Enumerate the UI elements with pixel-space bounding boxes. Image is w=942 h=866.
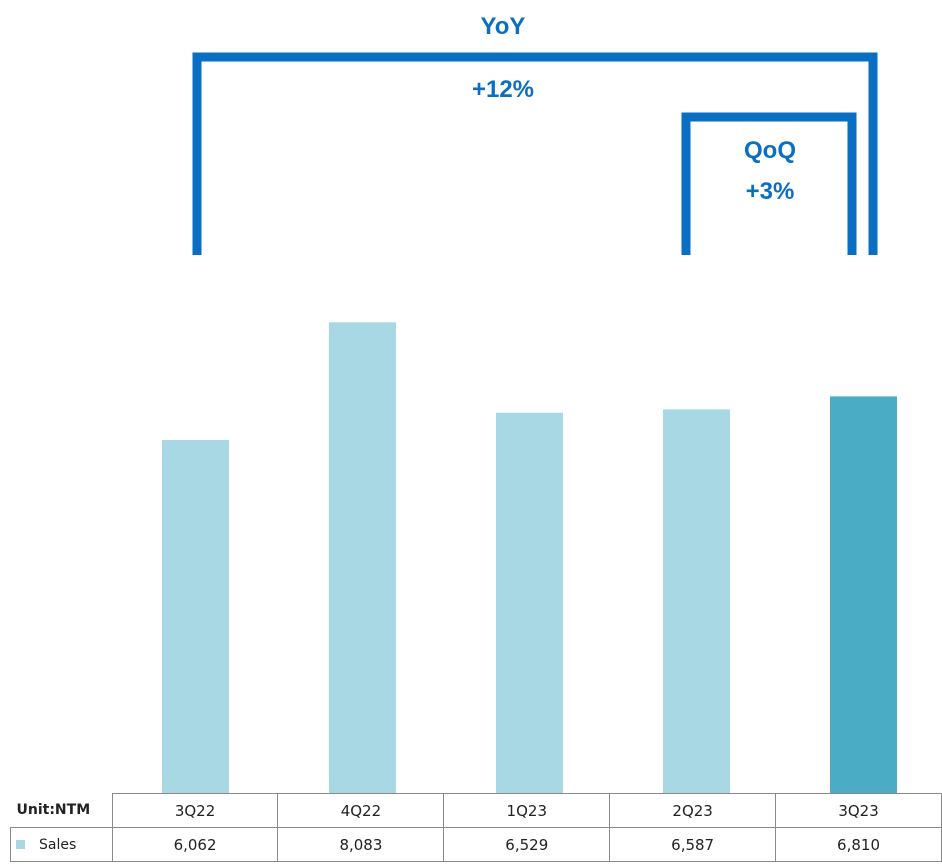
- category-label: 3Q23: [775, 793, 942, 828]
- bar-3Q22: [162, 440, 229, 793]
- qoq-value: +3%: [746, 178, 795, 205]
- bar-1Q23: [496, 412, 563, 793]
- sales-value-cell: 6,062: [111, 827, 279, 862]
- legend-swatch: [16, 840, 25, 849]
- series-name: Sales: [39, 836, 77, 853]
- category-label: 4Q22: [277, 793, 445, 828]
- sales-value-cell: 6,587: [609, 827, 777, 862]
- data-table: Unit:NTM 3Q22 4Q22 1Q23 2Q23 3Q23 Sales …: [10, 793, 942, 862]
- category-label: 2Q23: [609, 793, 777, 828]
- table-header-row: Unit:NTM 3Q22 4Q22 1Q23 2Q23 3Q23: [10, 793, 942, 828]
- bar-group: [162, 322, 897, 793]
- sales-value-cell: 6,529: [443, 827, 611, 862]
- qoq-title: QoQ: [744, 137, 796, 164]
- series-row-header: Sales: [10, 827, 113, 862]
- bar-2Q23: [663, 409, 730, 793]
- bar-4Q22: [329, 322, 396, 793]
- sales-value-cell: 6,810: [775, 827, 942, 862]
- yoy-title: YoY: [481, 13, 526, 40]
- table-row: Sales 6,062 8,083 6,529 6,587 6,810: [10, 827, 942, 862]
- qoq-bracket: [681, 112, 857, 255]
- bar-3Q23: [830, 396, 897, 793]
- yoy-bracket: [192, 52, 878, 255]
- category-label: 3Q22: [111, 793, 279, 828]
- sales-value-cell: 8,083: [277, 827, 445, 862]
- unit-label: Unit:NTM: [10, 793, 113, 828]
- category-label: 1Q23: [443, 793, 611, 828]
- yoy-value: +12%: [472, 76, 534, 103]
